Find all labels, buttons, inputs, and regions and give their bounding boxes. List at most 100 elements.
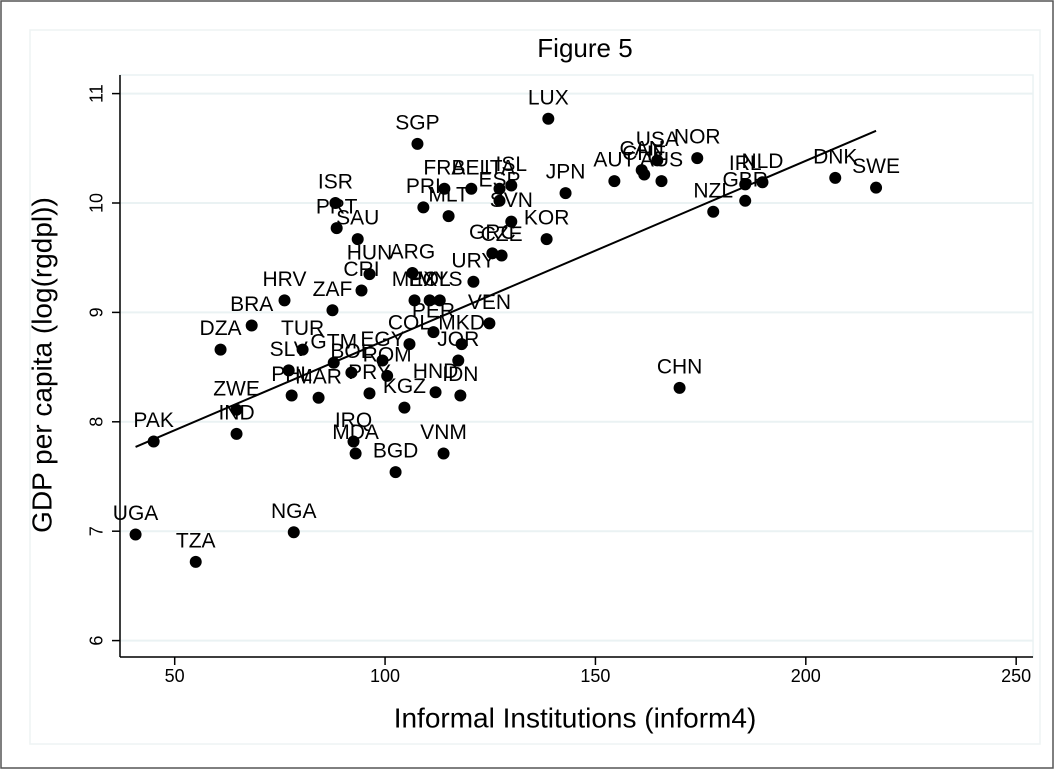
y-tick-label: 11	[87, 84, 107, 103]
point	[282, 364, 295, 377]
point-label: BRA	[230, 293, 273, 316]
point-label: PAK	[133, 409, 173, 432]
point	[467, 275, 480, 288]
point-label: FRA	[423, 156, 465, 179]
point	[655, 175, 668, 188]
point	[559, 187, 572, 200]
point-label: DZA	[200, 317, 242, 340]
point	[381, 369, 394, 382]
point-label: CZE	[481, 223, 523, 246]
point-label: POL	[409, 268, 451, 291]
point-label: JOR	[437, 328, 479, 351]
point-label: IDN	[442, 363, 478, 386]
point-label: KGZ	[383, 375, 426, 398]
point-label: PHL	[271, 363, 312, 386]
point	[540, 233, 553, 246]
y-tick-label: 9	[87, 307, 107, 317]
point	[214, 343, 227, 356]
point-label: NGA	[271, 500, 317, 523]
point	[351, 233, 364, 246]
point-label: DNK	[813, 145, 857, 168]
point	[285, 389, 298, 402]
point	[495, 249, 508, 262]
point-label: JPN	[546, 161, 586, 184]
point-label: ISL	[496, 153, 528, 176]
point-label: ROM	[363, 343, 412, 366]
point	[870, 181, 883, 194]
inner-frame	[29, 29, 1041, 745]
y-axis-title: GDP per capita (log(rgdpl))	[26, 197, 57, 533]
point-label: SLV	[270, 338, 308, 361]
point	[483, 317, 496, 330]
point	[327, 356, 340, 369]
point-label: MDA	[332, 421, 379, 444]
point	[493, 182, 506, 195]
point-label: ISR	[318, 171, 353, 194]
x-axis-title: Informal Institutions (inform4)	[394, 702, 757, 733]
point	[486, 247, 499, 260]
point	[427, 326, 440, 339]
point	[756, 176, 769, 189]
point	[452, 354, 465, 367]
point-label: PER	[412, 300, 455, 323]
point	[408, 294, 421, 307]
point-label: ARG	[390, 241, 436, 264]
x-tick-label: 200	[791, 666, 821, 686]
chart-title: Figure 5	[537, 33, 632, 63]
point	[437, 447, 450, 460]
y-tick-label: 6	[87, 636, 107, 646]
point	[347, 435, 360, 448]
x-tick-label: 50	[165, 666, 185, 686]
point	[673, 381, 686, 394]
point	[739, 178, 752, 191]
fit-line	[135, 129, 877, 448]
point-label: PRI	[406, 175, 441, 198]
point-label: ZWE	[213, 377, 260, 400]
point	[330, 222, 343, 235]
point	[635, 164, 648, 177]
point	[691, 152, 704, 165]
point-label: ZAF	[313, 278, 353, 301]
point	[442, 210, 455, 223]
point	[465, 182, 478, 195]
point-label: UGA	[113, 502, 159, 525]
x-tick-label: 150	[580, 666, 610, 686]
point-label: BGD	[373, 440, 419, 463]
point	[433, 294, 446, 307]
point	[389, 466, 402, 479]
point-label: EGY	[360, 328, 404, 351]
point-label: VEN	[468, 291, 511, 314]
point-label: AUS	[640, 149, 683, 172]
point-label: USA	[636, 128, 679, 151]
point-label: SAU	[336, 207, 379, 230]
point-label: HND	[413, 360, 459, 383]
point-label: HUN	[347, 242, 393, 265]
point	[230, 427, 243, 440]
point	[329, 196, 342, 209]
point	[411, 137, 424, 150]
y-tick-label: 8	[87, 417, 107, 427]
point	[438, 182, 451, 195]
point-label: COL	[388, 312, 431, 335]
point-label: NOR	[674, 126, 721, 149]
point	[455, 338, 468, 351]
point	[345, 366, 358, 379]
point-label: IND	[218, 401, 254, 424]
point	[312, 391, 325, 404]
point	[326, 304, 339, 317]
point	[189, 555, 202, 568]
point-label: URY	[451, 249, 495, 272]
point	[505, 179, 518, 192]
point-label: MLT	[428, 184, 469, 207]
point	[355, 284, 368, 297]
point-label: PRT	[316, 196, 358, 219]
point-label: SWE	[852, 155, 900, 178]
point	[363, 268, 376, 281]
point-label: BOL	[330, 340, 372, 363]
point-label: LUX	[528, 86, 569, 109]
x-tick-label: 100	[370, 666, 400, 686]
point-label: MAR	[295, 365, 342, 388]
point	[403, 338, 416, 351]
